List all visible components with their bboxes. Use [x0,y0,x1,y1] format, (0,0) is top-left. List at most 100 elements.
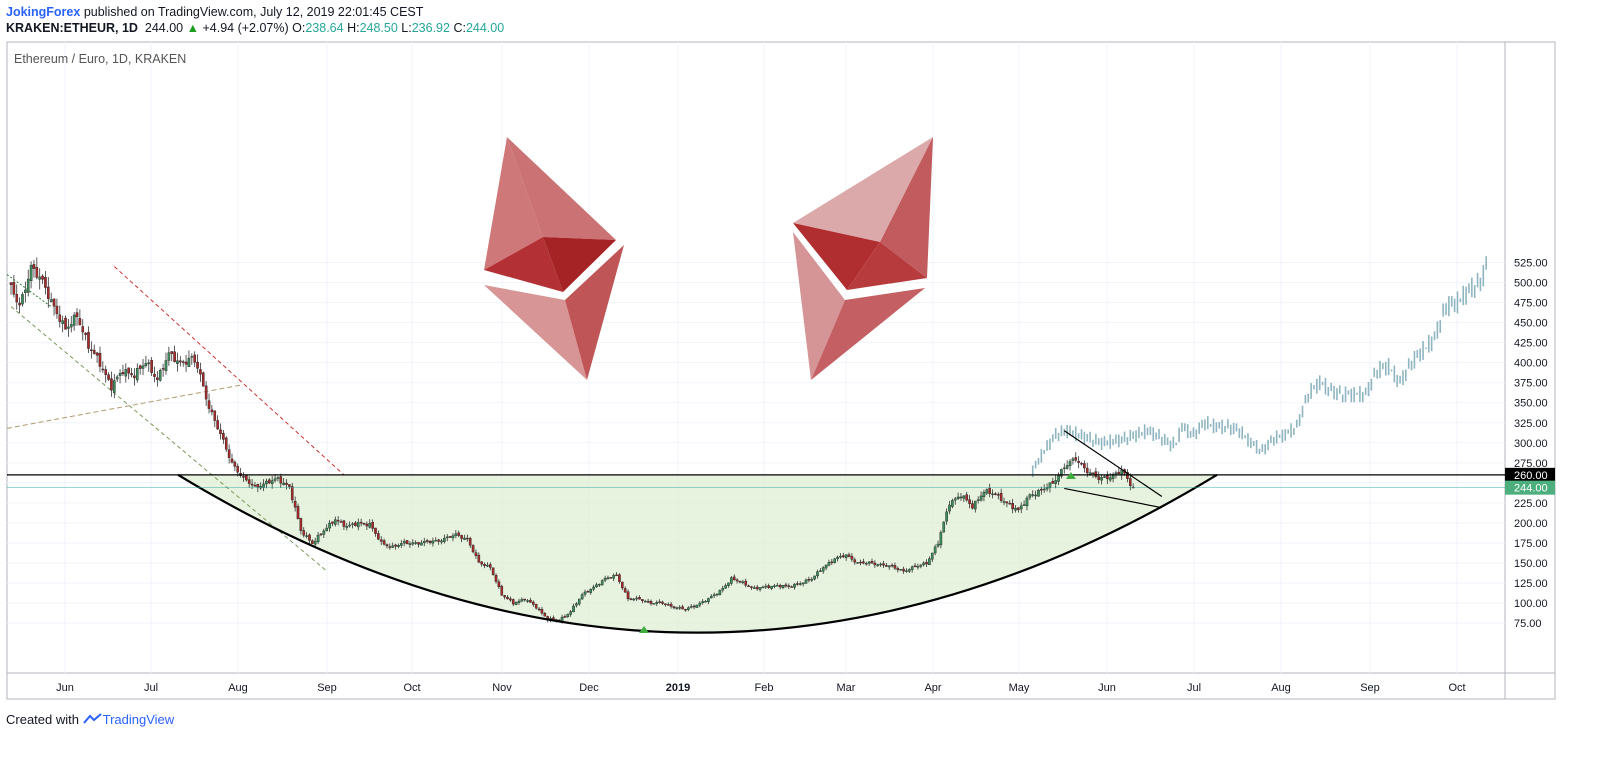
projection-bars [1031,256,1487,478]
candle-body [996,494,1000,496]
ohlc-line: KRAKEN:ETHEUR, 1D 244.00 ▲ +4.94 (+2.07%… [6,20,504,36]
candle-body [755,586,759,590]
candle-body [486,564,489,567]
low-value: 236.92 [411,21,450,35]
candle-body [210,409,214,413]
candle-body [362,523,366,525]
candle-body [127,367,130,374]
candle-body [930,552,934,560]
candle-body [526,600,529,602]
candle-body [466,537,469,540]
candle-body [1108,477,1112,481]
candle-body [641,599,644,602]
candle-body [718,590,722,595]
buy-signal-icon [1066,472,1076,479]
candle-body [101,368,105,371]
tradingview-link[interactable]: TradingView [102,712,175,727]
candle-body [600,580,604,586]
candle-body [913,565,917,568]
candle-body [537,608,541,611]
candle-body [61,320,64,324]
candle-body [589,588,593,593]
candle-body [21,294,24,305]
candle-body [583,591,587,595]
candle-body [793,583,796,588]
candle-body [1022,504,1026,506]
candle-body [689,606,693,608]
candle-body [830,561,834,564]
cup-curve [177,473,1218,634]
candle-body [167,352,171,361]
candle-body [181,361,185,363]
candle-body [999,493,1003,501]
candle-body [328,522,331,529]
candle-body [273,478,277,481]
candle-body [649,601,653,604]
candle-body [319,533,323,536]
candle-body [44,277,47,288]
candle-body [655,602,659,604]
candle-body [859,561,862,564]
candle-body [1080,463,1083,465]
candle-body [213,410,217,421]
time-tick-label: Oct [403,682,420,694]
candle-body [417,542,420,545]
candle-body [643,600,647,603]
candle-body [767,585,770,588]
candle-body [302,530,306,536]
candle-body [928,558,931,565]
candle-body [81,326,85,333]
candle-body [974,500,977,510]
symbol-label: KRAKEN:ETHEUR, 1D [6,21,138,35]
candle-body [431,540,435,544]
candle-body [775,585,779,587]
candles [9,257,1135,624]
chart-title: Ethereum / Euro, 1D, KRAKEN [14,52,186,66]
candle-body [1097,476,1101,480]
time-tick-label: Apr [924,682,941,694]
candle-body [876,564,880,566]
candle-body [38,276,41,280]
candle-body [1071,458,1075,461]
candle-body [850,556,854,560]
candle-body [95,352,99,356]
candle-body [405,540,409,545]
candle-body [586,591,590,593]
candle-body [224,437,228,450]
candle-body [411,542,415,545]
candle-body [448,536,452,538]
candle-body [629,598,633,600]
candle-body [144,363,148,366]
candle-body [684,609,687,611]
candle-body [873,562,877,566]
candle-body [1106,475,1109,480]
candle-body [1002,501,1006,503]
low-label: L: [401,21,412,35]
candle-body [942,521,946,533]
candle-body [543,612,547,617]
candle-body [816,571,819,577]
candle-body [428,541,432,543]
candle-body [701,601,704,604]
falling-wedge[interactable] [1063,430,1163,509]
author-link[interactable]: JokingForex [6,5,81,19]
candle-body [322,530,326,535]
candle-body [1057,475,1060,482]
candle-body [414,542,417,544]
last-price-tag [1505,480,1555,495]
candle-body [833,558,836,564]
candle-body [796,583,799,585]
candle-body [118,373,122,376]
candle-body [853,559,857,563]
candle-body [580,594,584,600]
candle-body [632,598,636,601]
candle-body [64,317,67,330]
candle-body [153,373,156,377]
candle-body [437,539,440,542]
candle-body [253,485,257,487]
eth-right-facet-2 [880,137,933,278]
candle-body [385,544,389,547]
candle-body [893,565,897,569]
candle-body [9,282,13,285]
